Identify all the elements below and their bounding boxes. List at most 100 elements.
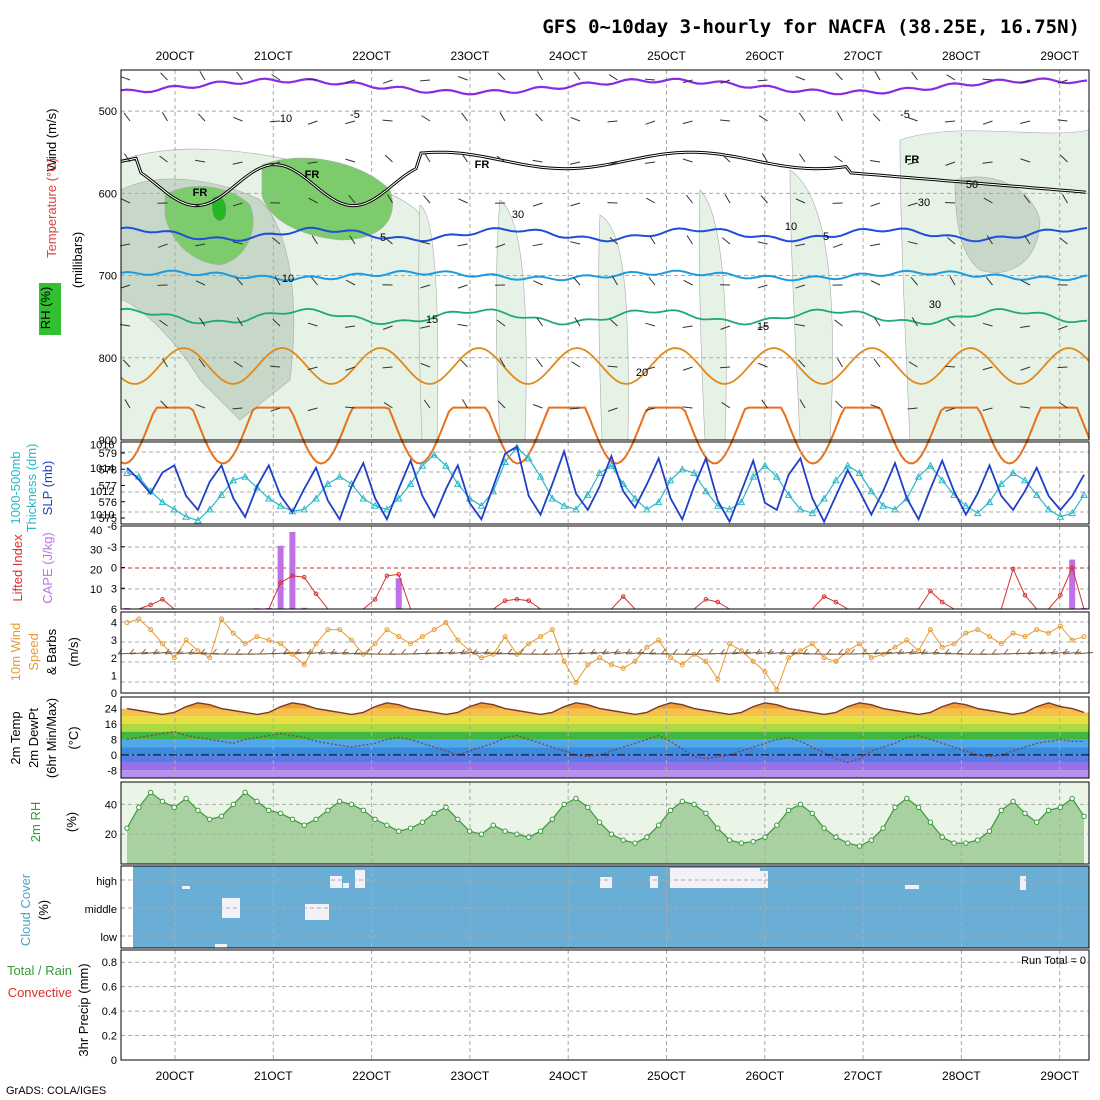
slp-thickness-panel: 579 578 577 576 575 1016 1014 1012 1010 [90,439,1090,525]
thickness-point [914,472,923,480]
li-point [160,597,165,602]
wind-barb-flag [649,648,655,655]
wind-barb-flag [259,648,265,655]
chart-title: GFS 0~10day 3-hourly for NACFA (38.25E, … [542,16,1080,38]
wind-barb [233,116,243,122]
upper-wind-label: Wind (m/s) [44,109,59,172]
rh-point [1022,810,1028,817]
wind-speed-point [301,662,307,668]
wind-speed-point [998,641,1004,647]
wind-barb [832,243,843,248]
rh-point [620,837,626,843]
thickness-point [158,498,167,506]
cape-tick-label: 10 [90,584,102,596]
wind-barb [345,120,356,125]
wind-speed-point [230,630,236,636]
thickness-point [997,479,1006,487]
wind-barb [835,400,843,409]
contour-label: 10 [282,273,294,285]
thickness-point [891,505,899,513]
wind-barb-flag [720,648,725,655]
wind-speed-point [750,658,756,664]
wind-barb-10m [342,652,361,655]
wind-barb [197,113,206,122]
thickness-point [643,505,651,513]
wind-barb [722,154,731,163]
wind-barb-flag [389,648,395,655]
wind-barb-flag [436,648,442,655]
thickness-point [501,457,509,466]
wind-barb-flag [472,648,477,655]
wind-speed-point [219,616,225,622]
wind-barb-10m [448,651,467,655]
wind-barb [271,237,281,245]
rh-2m-panel: 40 20 [105,781,1090,865]
wind-barb-flag [802,648,808,655]
thickness-point [820,494,828,502]
rh-point [1069,795,1075,802]
thickness-point [572,505,580,513]
rh-point [939,834,945,840]
thickness-point [843,461,852,469]
wind-barb [757,79,768,82]
wind-speed-point [195,648,201,654]
wind-barb-flag [1074,648,1080,655]
wind-barb [870,243,881,247]
wind-barb-flag [448,648,454,655]
wind-barb-flag [779,648,785,655]
rh-point [526,834,532,840]
wind-barb-flag [283,648,288,655]
wind-barb [120,243,131,247]
wind-barb [345,325,356,328]
li-point [715,599,721,605]
thickness-point [666,476,675,484]
wind-barb [160,400,168,409]
thickness-point [855,468,864,476]
wind-barb [982,120,993,125]
wind-barb-flag [578,648,584,655]
cloud-gap [343,883,349,888]
thickness-point [926,461,935,469]
wind-barb [461,112,468,122]
thickness-point [879,501,887,509]
temp-band [121,762,1089,771]
wind-barb-flag [696,648,702,655]
rh-point [136,804,142,811]
wind-barb [122,359,131,368]
wind-speed-point [868,655,874,661]
rh-point [927,819,934,825]
rh-point [585,804,591,811]
y-tick-label: 577 [99,481,117,493]
temp-tick-label: 0 [111,750,117,762]
wind-barb [1020,158,1031,163]
wind-barb-10m [590,651,609,655]
wind-speed-point [597,655,603,661]
thickness-point [832,476,840,484]
temp-label-d: (°C) [66,726,81,749]
wind-speed-point [242,641,248,647]
temp-tick-label: 24 [105,704,117,716]
temp-band [121,747,1089,755]
rh-point [892,804,898,811]
wind-barb-flag [176,648,182,655]
thickness-point [1009,468,1017,476]
wind-barb [1062,194,1068,204]
slp-line [126,445,1085,524]
contour-label: FR [193,187,208,199]
wind-barb [536,317,543,327]
temp-band [121,731,1089,740]
wind-barb [124,153,131,163]
wind-barb-flag [483,648,489,655]
rh-point [856,843,863,849]
upper-pressure-label: (millibars) [70,232,85,288]
date-label-bottom: 27OCT [844,1069,883,1083]
panel-frame [120,781,1090,865]
wind-barb-flag [708,648,714,655]
wind-barb-10m [566,652,585,655]
wind-speed-point [667,655,673,661]
wind-barb-10m [425,651,444,655]
wind-barb [232,202,243,207]
wind-barb [532,243,543,247]
wind-barb-10m [732,651,751,655]
wind-barb [645,322,656,327]
